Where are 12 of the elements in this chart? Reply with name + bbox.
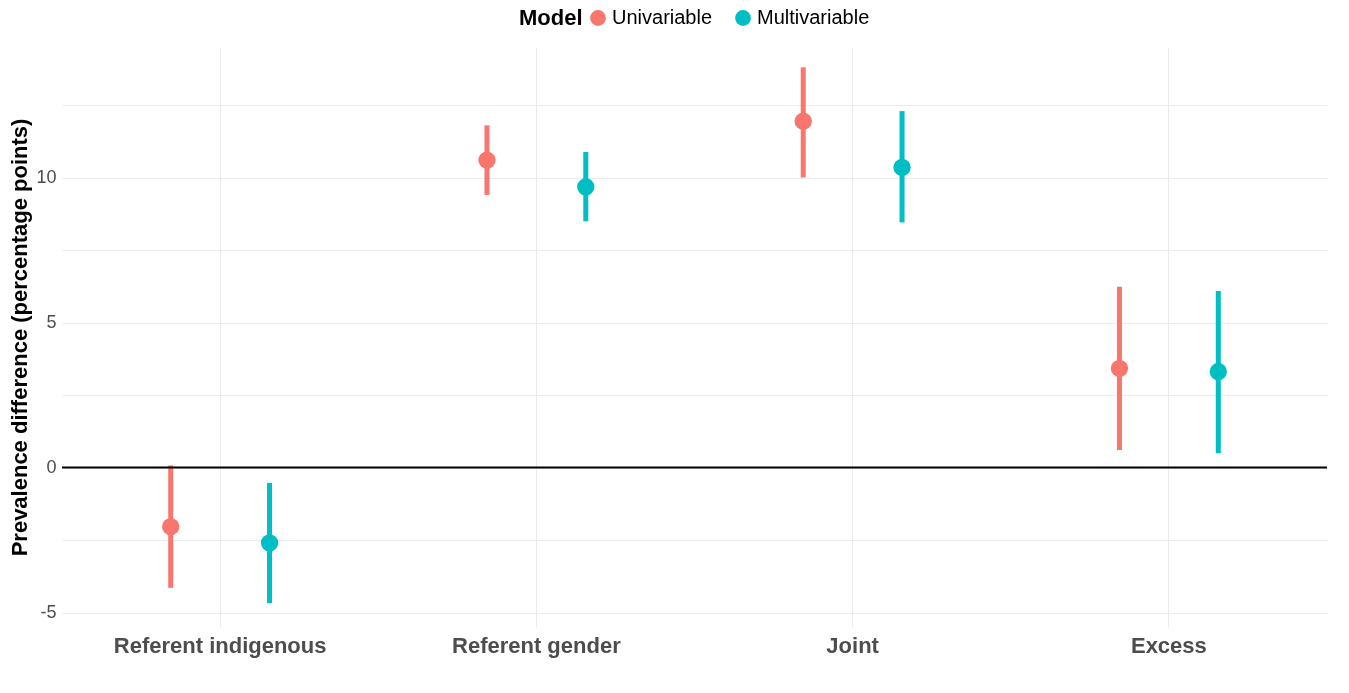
y-tick-label: 0 xyxy=(46,457,57,477)
legend-label: Multivariable xyxy=(757,6,870,28)
x-tick-label: Referent indigenous xyxy=(113,632,327,658)
y-tick-label: -5 xyxy=(40,602,57,622)
y-tick-label: 10 xyxy=(36,167,57,187)
x-tick-label: Excess xyxy=(1130,632,1207,658)
x-tick-label: Joint xyxy=(826,632,880,658)
y-axis-title: Prevalence difference (percentage points) xyxy=(7,118,33,557)
x-tick-label: Referent gender xyxy=(452,632,622,658)
legend-label: Univariable xyxy=(612,6,713,28)
y-tick-label: 5 xyxy=(46,312,57,332)
legend-title: Model xyxy=(519,5,583,30)
